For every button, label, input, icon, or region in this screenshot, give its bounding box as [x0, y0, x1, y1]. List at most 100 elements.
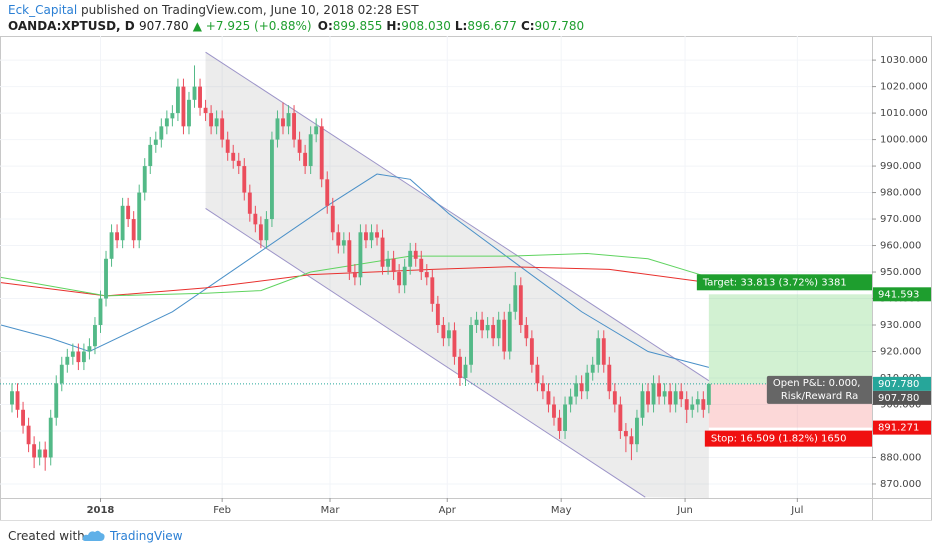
candle-body — [319, 126, 324, 180]
price-label: 907.780 — [878, 379, 919, 390]
pnl-label: Open P&L: 0.000, — [773, 378, 861, 389]
candle-body — [104, 258, 108, 299]
ohlc-value: 896.677 — [467, 19, 517, 33]
y-tick-label: 950.000 — [880, 267, 921, 278]
candle-body — [81, 351, 86, 363]
candle-body — [668, 391, 673, 405]
candle-body — [59, 364, 64, 384]
target-label-box — [696, 274, 872, 291]
candle-body — [21, 409, 25, 426]
candle-body — [474, 319, 479, 326]
x-tick-label: Apr — [439, 505, 457, 516]
candle-body — [347, 240, 352, 273]
candle-body — [679, 391, 684, 400]
target-zone — [708, 294, 872, 384]
candle-body — [209, 113, 214, 127]
candle-body — [352, 272, 357, 278]
candle-body — [397, 272, 402, 286]
candle-body — [419, 258, 424, 273]
candle-body — [187, 99, 191, 127]
author[interactable]: Eck_Capital — [8, 3, 78, 17]
candle-body — [596, 338, 601, 365]
y-tick-label: 880.000 — [880, 452, 921, 463]
channel-line — [205, 208, 646, 498]
x-tick-label: Jun — [676, 505, 693, 516]
candle-body — [231, 152, 236, 161]
candle-body — [281, 118, 285, 127]
y-tick-label: 920.000 — [880, 347, 921, 358]
x-tick-label: 2018 — [87, 505, 115, 516]
candle-body — [662, 391, 667, 397]
footer-text: Created with — [8, 529, 85, 543]
candle-body — [463, 364, 468, 378]
candle-body — [253, 213, 258, 225]
ohlc-value: 907.780 — [534, 19, 585, 33]
candle-body — [673, 391, 678, 405]
candle-body — [540, 383, 545, 392]
candle-body — [236, 160, 241, 167]
candle-body — [529, 338, 534, 365]
candle-body — [402, 266, 407, 286]
candle-body — [413, 250, 418, 259]
candle-body — [535, 364, 540, 384]
candle-body — [192, 86, 197, 100]
x-tick-label: Mar — [321, 505, 341, 516]
target-label: Target: 33.813 (3.72%) 3381 — [702, 277, 847, 288]
candle-body — [93, 325, 97, 347]
stop-label: Stop: 16.509 (1.82%) 1650 — [711, 434, 847, 445]
y-tick-label: 900.000 — [880, 399, 921, 410]
candle-body — [607, 364, 612, 392]
candle-body — [458, 356, 462, 378]
candle-body — [701, 399, 706, 410]
candle-body — [270, 139, 274, 220]
candle-body — [264, 219, 269, 241]
axes: 870.000880.000890.000900.000910.000920.0… — [87, 55, 931, 516]
candle-body — [330, 205, 335, 233]
candle-body — [524, 325, 529, 339]
price-label: 891.271 — [878, 423, 919, 434]
y-tick-label: 990.000 — [880, 161, 921, 172]
candle-body — [485, 325, 490, 331]
candle-body — [618, 404, 623, 431]
candle-body — [480, 319, 485, 331]
candle-body — [115, 232, 120, 241]
candle-body — [380, 237, 385, 267]
candle-body — [513, 285, 518, 312]
candle-body — [131, 219, 136, 241]
stop-label-box — [704, 430, 872, 447]
candle-body — [153, 139, 158, 145]
candle-body — [623, 430, 628, 437]
candle-body — [640, 391, 645, 418]
price-label-box — [873, 376, 931, 391]
candle-body — [502, 319, 507, 352]
candle-body — [148, 144, 153, 167]
candle-body — [225, 139, 230, 153]
candle-body — [579, 383, 584, 392]
published: published on TradingView.com, June 10, 2… — [81, 3, 419, 17]
y-tick-label: 1000.000 — [880, 135, 928, 146]
candle-body — [369, 232, 374, 241]
candle-body — [651, 383, 656, 405]
ohlc-key: H: — [386, 19, 402, 33]
candle-body — [10, 391, 14, 405]
candle-body — [391, 258, 396, 273]
candle-body — [120, 205, 125, 241]
candle-body — [159, 126, 164, 140]
y-tick-label: 970.000 — [880, 214, 921, 225]
candle-body — [646, 391, 650, 405]
candle-body — [65, 356, 70, 365]
ohlc-key: O: — [317, 19, 333, 33]
candle-body — [220, 118, 225, 140]
candle-body — [657, 383, 662, 397]
candle-body — [546, 391, 551, 405]
y-tick-label: 930.000 — [880, 320, 921, 331]
candle-body — [15, 391, 20, 410]
candle-body — [37, 449, 42, 458]
footer-brand[interactable]: TradingView — [110, 529, 183, 543]
candle-body — [142, 166, 147, 193]
candle-body — [635, 417, 639, 445]
candle-body — [308, 134, 313, 167]
candle-body — [181, 86, 186, 127]
candle-body — [286, 113, 291, 127]
candle-body — [87, 346, 92, 352]
